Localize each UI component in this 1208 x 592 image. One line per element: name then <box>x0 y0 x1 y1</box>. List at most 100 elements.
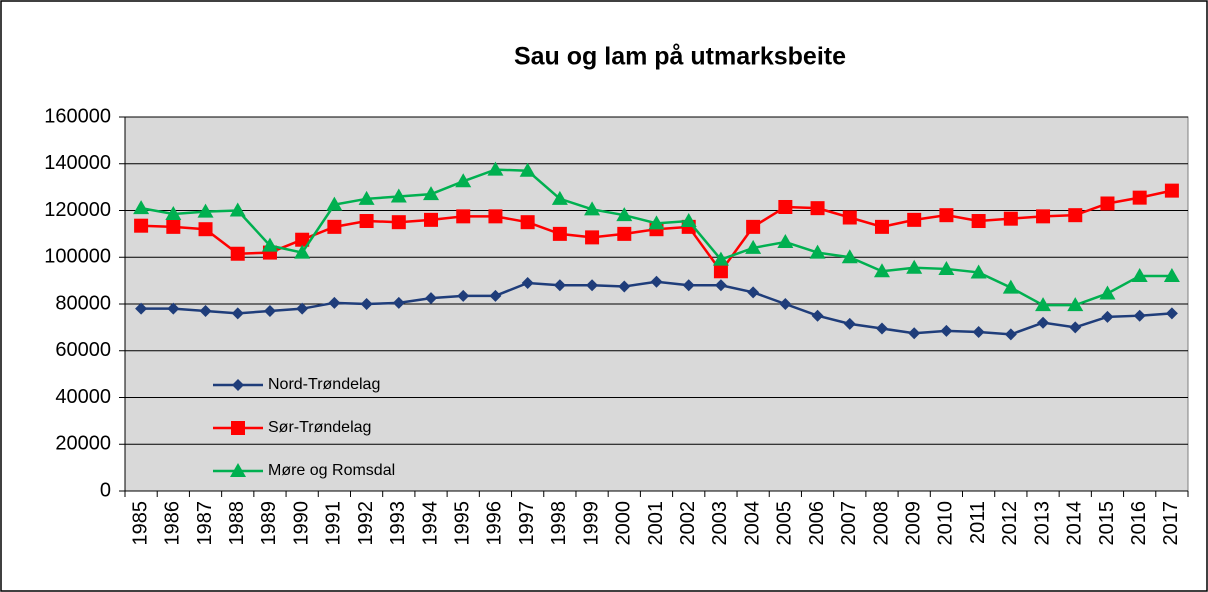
x-tick-label: 1986 <box>162 501 184 546</box>
marker <box>809 244 826 259</box>
marker <box>875 322 888 335</box>
marker <box>938 260 955 275</box>
marker <box>1004 328 1017 341</box>
marker <box>326 196 343 211</box>
marker <box>650 275 663 288</box>
marker <box>231 307 244 320</box>
legend-marker <box>231 421 245 435</box>
marker <box>680 213 697 228</box>
marker <box>1164 183 1179 198</box>
marker <box>425 292 438 305</box>
marker <box>135 302 148 315</box>
marker <box>133 200 150 215</box>
marker <box>972 326 985 339</box>
y-tick-label: 60000 <box>55 339 111 361</box>
marker <box>908 327 921 340</box>
x-tick-label: 2013 <box>1031 501 1053 546</box>
marker <box>843 317 856 330</box>
x-tick-label: 2003 <box>709 501 731 546</box>
y-tick-label: 120000 <box>44 199 111 221</box>
marker <box>939 208 954 223</box>
marker <box>167 302 180 315</box>
x-tick-label: 1988 <box>226 501 248 546</box>
marker <box>294 244 311 259</box>
marker <box>165 206 182 221</box>
marker <box>229 202 246 217</box>
marker <box>874 219 889 234</box>
legend-label: Møre og Romsdal <box>268 462 395 479</box>
marker <box>971 214 986 229</box>
x-tick-label: 2007 <box>838 501 860 546</box>
marker <box>296 302 309 315</box>
marker <box>424 212 439 227</box>
legend-marker <box>232 379 244 391</box>
marker <box>230 246 245 261</box>
y-tick-label: 0 <box>100 479 111 501</box>
marker <box>1100 196 1115 211</box>
marker <box>166 219 181 234</box>
marker <box>970 264 987 279</box>
marker <box>585 230 600 245</box>
marker <box>841 249 858 264</box>
x-tick-label: 2010 <box>935 501 957 546</box>
marker <box>358 190 375 205</box>
marker <box>616 207 633 222</box>
marker <box>359 214 374 229</box>
marker <box>1003 211 1018 226</box>
x-tick-label: 2002 <box>677 501 699 546</box>
marker <box>199 305 212 318</box>
marker <box>617 226 632 241</box>
marker <box>1069 321 1082 334</box>
marker <box>1132 190 1147 205</box>
x-tick-label: 2009 <box>902 501 924 546</box>
marker <box>489 289 502 302</box>
x-tick-label: 2014 <box>1064 501 1086 546</box>
marker <box>584 201 601 216</box>
x-tick-label: 1993 <box>387 501 409 546</box>
marker <box>1002 279 1019 294</box>
marker <box>551 190 568 205</box>
x-tick-label: 2012 <box>999 501 1021 546</box>
x-tick-label: 2008 <box>870 501 892 546</box>
marker <box>842 210 857 225</box>
marker <box>940 324 953 337</box>
marker <box>261 237 278 252</box>
marker <box>197 203 214 218</box>
legend-label: Nord-Trøndelag <box>268 376 380 393</box>
x-tick-label: 2006 <box>806 501 828 546</box>
marker <box>618 280 631 293</box>
marker <box>519 162 536 177</box>
marker <box>553 279 566 292</box>
x-tick-label: 2017 <box>1160 501 1182 546</box>
marker <box>1068 208 1083 223</box>
chart-title: Sau og lam på utmarksbeite <box>514 43 846 71</box>
y-tick-label: 140000 <box>44 152 111 174</box>
marker <box>811 309 824 322</box>
y-tick-label: 100000 <box>44 246 111 268</box>
marker <box>488 209 503 224</box>
marker <box>391 215 406 230</box>
marker <box>134 218 149 233</box>
marker <box>328 296 341 309</box>
marker <box>714 279 727 292</box>
marker <box>392 296 405 309</box>
marker <box>1067 297 1084 312</box>
marker <box>263 305 276 318</box>
y-tick-label: 160000 <box>44 105 111 127</box>
marker <box>520 215 535 230</box>
marker <box>745 239 762 254</box>
marker <box>746 219 761 234</box>
x-tick-label: 1998 <box>548 501 570 546</box>
marker <box>906 259 923 274</box>
x-tick-label: 1995 <box>452 501 474 546</box>
marker <box>456 209 471 224</box>
marker <box>1165 307 1178 320</box>
marker <box>747 286 760 299</box>
marker <box>779 298 792 310</box>
x-tick-label: 1991 <box>323 501 345 546</box>
marker <box>487 161 504 176</box>
marker <box>810 201 825 216</box>
legend-marker <box>230 463 246 477</box>
marker <box>455 173 472 188</box>
